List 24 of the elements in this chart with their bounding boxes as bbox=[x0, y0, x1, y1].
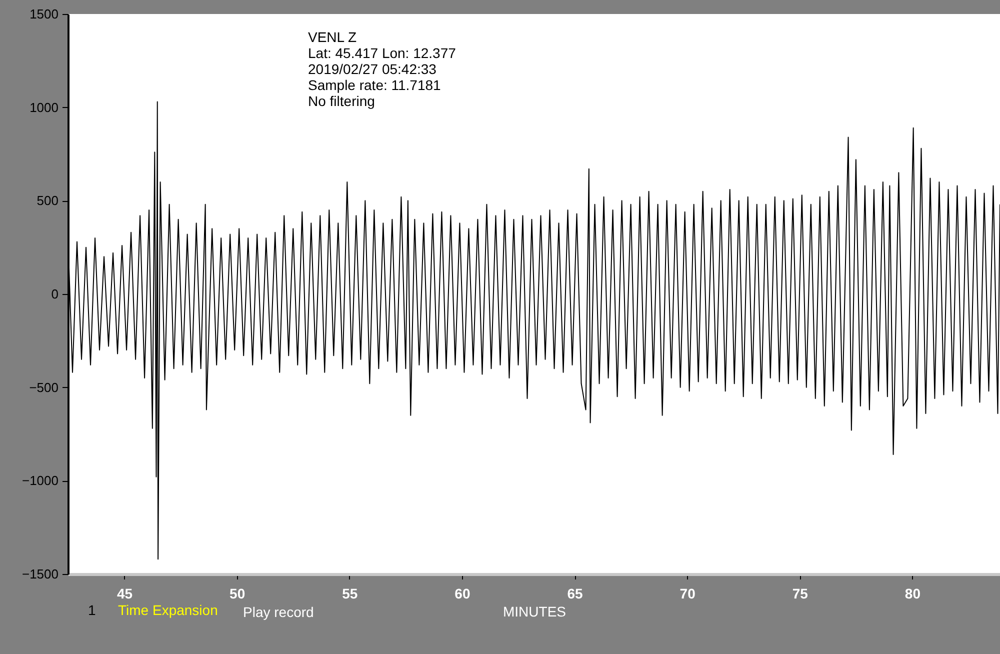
x-tick-label: 60 bbox=[454, 586, 470, 602]
annotation: VENL Z bbox=[308, 29, 357, 45]
y-tick-label: 1000 bbox=[30, 100, 58, 115]
x-tick-label: 50 bbox=[230, 586, 246, 602]
x-axis-title: MINUTES bbox=[503, 604, 566, 620]
text: Play record bbox=[243, 604, 314, 620]
x-tick-label: 75 bbox=[792, 586, 808, 602]
y-tick-label: 1500 bbox=[30, 6, 58, 22]
x-tick-label: 55 bbox=[342, 586, 358, 602]
text: 1 bbox=[88, 602, 96, 618]
annotation: No filtering bbox=[308, 93, 375, 109]
x-tick-label: 45 bbox=[116, 586, 133, 602]
y-tick-label: 500 bbox=[36, 193, 58, 208]
annotation: Lat: 45.417 Lon: 12.377 bbox=[308, 45, 456, 61]
x-tick-label: 70 bbox=[680, 586, 696, 602]
y-tick-label: −1500 bbox=[22, 566, 58, 582]
annotation: 2019/02/27 05:42:33 bbox=[308, 61, 437, 77]
text: Time Expansion bbox=[118, 602, 218, 618]
y-tick-label: −1000 bbox=[22, 473, 58, 488]
y-tick-label: −500 bbox=[29, 380, 58, 395]
y-tick-label: 0 bbox=[51, 286, 58, 302]
x-tick-label: 80 bbox=[904, 586, 921, 602]
x-tick-label: 65 bbox=[567, 586, 584, 602]
annotation: Sample rate: 11.7181 bbox=[308, 77, 442, 93]
